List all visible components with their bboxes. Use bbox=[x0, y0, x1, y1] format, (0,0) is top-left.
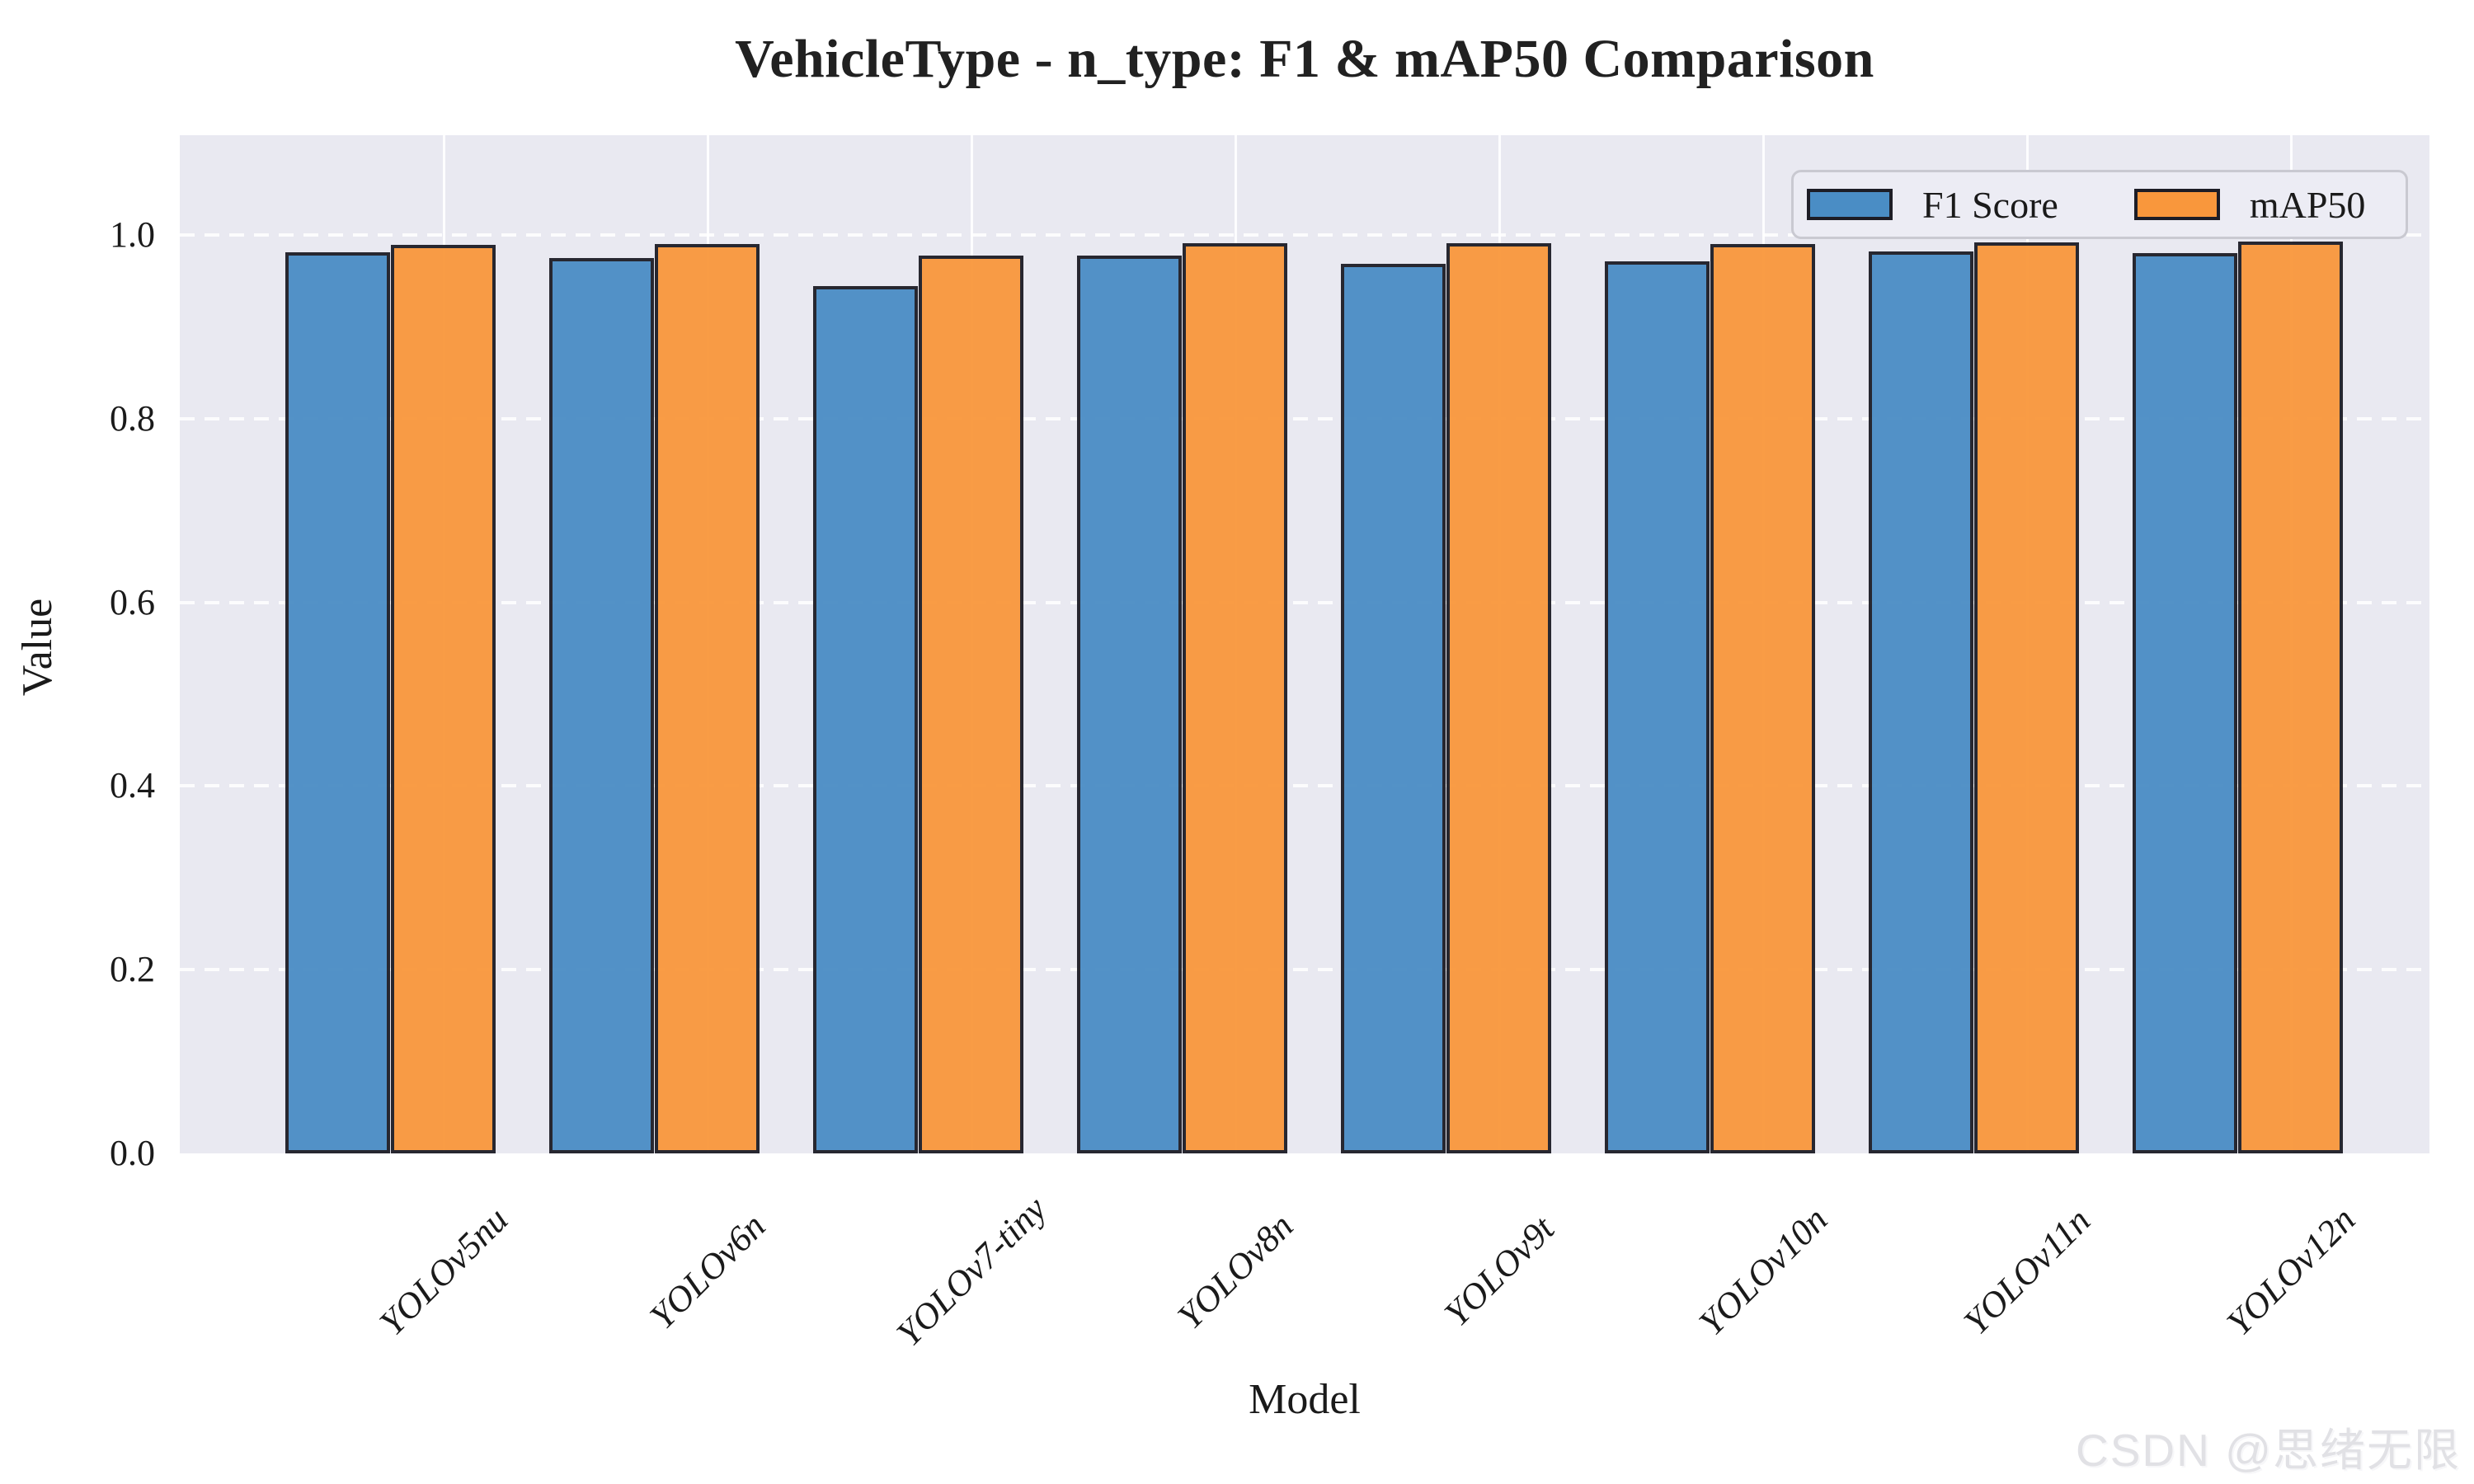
bar-f1-yolov5nu bbox=[285, 252, 390, 1153]
bar-f1-yolov7-tiny bbox=[813, 286, 918, 1153]
bar-map50-yolov7-tiny bbox=[919, 256, 1023, 1153]
bar-map50-yolov8n bbox=[1183, 243, 1287, 1153]
y-tick-label: 1.0 bbox=[110, 214, 155, 255]
x-tick-label: YOLOv11n bbox=[1955, 1200, 2099, 1343]
bar-map50-yolov10n bbox=[1710, 244, 1815, 1153]
legend-label: mAP50 bbox=[2249, 183, 2366, 226]
legend-item-f1-score: F1 Score bbox=[1807, 183, 2058, 227]
y-gridline bbox=[180, 968, 2429, 972]
bar-f1-yolov6n bbox=[549, 258, 654, 1153]
legend-swatch bbox=[2133, 189, 2220, 220]
bar-map50-yolov9t bbox=[1446, 243, 1551, 1153]
bar-f1-yolov8n bbox=[1077, 256, 1182, 1153]
bar-map50-yolov6n bbox=[655, 244, 760, 1153]
legend-item-map50: mAP50 bbox=[2133, 183, 2366, 227]
bar-f1-yolov12n bbox=[2133, 253, 2237, 1153]
y-tick-label: 0.4 bbox=[110, 765, 155, 806]
x-tick-label: YOLOv7-tiny bbox=[888, 1188, 1055, 1355]
bar-f1-yolov9t bbox=[1341, 264, 1446, 1153]
x-tick-label: YOLOv9t bbox=[1436, 1208, 1563, 1335]
chart-title: VehicleType - n_type: F1 & mAP50 Compari… bbox=[735, 29, 1874, 89]
x-tick-label: YOLOv6n bbox=[642, 1205, 774, 1337]
legend-label: F1 Score bbox=[1922, 183, 2058, 226]
x-tick-label: YOLOv8n bbox=[1169, 1205, 1301, 1337]
y-gridline bbox=[180, 784, 2429, 788]
x-tick-label: YOLOv5nu bbox=[371, 1199, 516, 1344]
legend-swatch bbox=[1807, 189, 1893, 220]
y-tick-label: 0.0 bbox=[110, 1133, 155, 1173]
bar-map50-yolov11n bbox=[1974, 242, 2079, 1153]
bar-f1-yolov11n bbox=[1869, 251, 1973, 1153]
bar-map50-yolov5nu bbox=[391, 245, 496, 1153]
watermark: CSDN @思绪无限 bbox=[2076, 1425, 2461, 1476]
y-tick-label: 0.6 bbox=[110, 581, 155, 622]
y-gridline bbox=[180, 416, 2429, 420]
bar-f1-yolov10n bbox=[1605, 261, 1710, 1153]
y-axis-label: Value bbox=[14, 598, 61, 697]
x-axis-label: Model bbox=[1249, 1376, 1361, 1423]
x-tick-label: YOLOv12n bbox=[2218, 1199, 2363, 1344]
y-tick-label: 0.8 bbox=[110, 397, 155, 439]
y-gridline bbox=[180, 233, 2429, 237]
y-tick-label: 0.2 bbox=[110, 949, 155, 990]
y-gridline bbox=[180, 600, 2429, 604]
bar-map50-yolov12n bbox=[2238, 242, 2343, 1153]
x-tick-label: YOLOv10n bbox=[1691, 1199, 1836, 1344]
legend: F1 Score mAP50 bbox=[1791, 170, 2408, 239]
plot-area: F1 Score mAP50 bbox=[180, 135, 2429, 1153]
